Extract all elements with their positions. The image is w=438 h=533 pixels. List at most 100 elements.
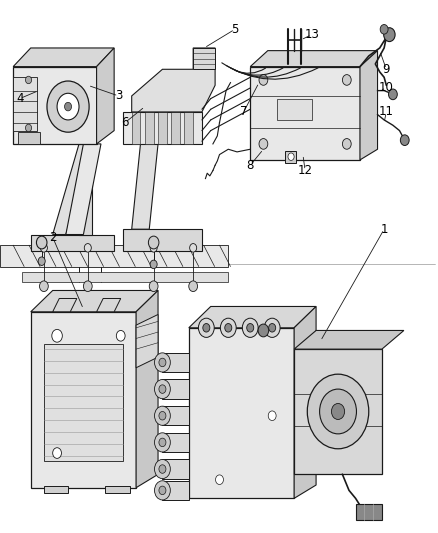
- Text: 2: 2: [49, 231, 57, 244]
- Circle shape: [215, 475, 223, 484]
- Text: 4: 4: [16, 92, 24, 105]
- Polygon shape: [53, 144, 92, 235]
- Circle shape: [154, 459, 170, 479]
- Circle shape: [287, 153, 293, 160]
- Circle shape: [246, 324, 253, 332]
- Bar: [285, 151, 296, 163]
- Circle shape: [150, 244, 157, 252]
- Circle shape: [159, 385, 166, 393]
- Circle shape: [83, 281, 92, 292]
- Circle shape: [25, 76, 32, 84]
- Text: 1: 1: [379, 223, 387, 236]
- Circle shape: [388, 89, 396, 100]
- Polygon shape: [188, 306, 315, 328]
- Polygon shape: [359, 51, 377, 160]
- Circle shape: [264, 318, 279, 337]
- Circle shape: [189, 244, 196, 252]
- Bar: [193, 48, 215, 69]
- Circle shape: [159, 438, 166, 447]
- Polygon shape: [13, 48, 114, 67]
- Polygon shape: [355, 504, 381, 520]
- Circle shape: [150, 260, 157, 269]
- Circle shape: [149, 281, 158, 292]
- Polygon shape: [162, 459, 188, 479]
- Polygon shape: [136, 290, 158, 488]
- Bar: [44, 344, 123, 461]
- Circle shape: [224, 324, 231, 332]
- Circle shape: [319, 389, 356, 434]
- Bar: [131, 112, 140, 144]
- Polygon shape: [44, 486, 68, 493]
- Text: 12: 12: [297, 164, 312, 177]
- Polygon shape: [136, 314, 158, 368]
- Circle shape: [202, 324, 209, 332]
- Circle shape: [64, 102, 71, 111]
- Polygon shape: [131, 48, 215, 112]
- Circle shape: [36, 236, 47, 249]
- Polygon shape: [162, 406, 188, 425]
- Text: 11: 11: [378, 106, 393, 118]
- Circle shape: [220, 318, 236, 337]
- Text: 9: 9: [381, 63, 389, 76]
- Text: 6: 6: [121, 116, 129, 129]
- Circle shape: [47, 81, 89, 132]
- Polygon shape: [162, 353, 188, 372]
- Circle shape: [159, 465, 166, 473]
- Circle shape: [242, 318, 258, 337]
- Bar: [158, 112, 166, 144]
- Text: 8: 8: [246, 159, 253, 172]
- Bar: [184, 112, 193, 144]
- Bar: [13, 77, 37, 131]
- Circle shape: [154, 433, 170, 452]
- Circle shape: [159, 486, 166, 495]
- Circle shape: [342, 139, 350, 149]
- Bar: [276, 99, 311, 120]
- Circle shape: [154, 353, 170, 372]
- Circle shape: [331, 403, 344, 419]
- Polygon shape: [105, 486, 129, 493]
- Circle shape: [268, 324, 275, 332]
- Polygon shape: [13, 67, 96, 144]
- Text: 7: 7: [239, 106, 247, 118]
- Circle shape: [258, 75, 267, 85]
- Circle shape: [52, 329, 62, 342]
- Circle shape: [38, 257, 45, 265]
- Bar: [145, 112, 153, 144]
- Text: 10: 10: [378, 82, 393, 94]
- Polygon shape: [0, 245, 228, 266]
- Polygon shape: [79, 144, 92, 235]
- Circle shape: [148, 236, 159, 249]
- Polygon shape: [22, 272, 228, 282]
- Bar: [18, 132, 39, 144]
- Polygon shape: [96, 298, 120, 312]
- Polygon shape: [131, 144, 158, 229]
- Circle shape: [258, 139, 267, 149]
- Polygon shape: [162, 433, 188, 452]
- Circle shape: [25, 124, 32, 132]
- Text: 13: 13: [304, 28, 318, 41]
- Circle shape: [159, 358, 166, 367]
- Circle shape: [268, 411, 276, 421]
- Polygon shape: [96, 48, 114, 144]
- Polygon shape: [293, 306, 315, 498]
- Circle shape: [198, 318, 214, 337]
- Polygon shape: [31, 290, 158, 312]
- Circle shape: [116, 330, 125, 341]
- Circle shape: [40, 244, 47, 252]
- Polygon shape: [31, 235, 114, 251]
- Circle shape: [188, 281, 197, 292]
- Polygon shape: [250, 67, 359, 160]
- Circle shape: [307, 374, 368, 449]
- Polygon shape: [162, 379, 188, 399]
- Polygon shape: [123, 112, 201, 144]
- Circle shape: [383, 28, 394, 42]
- Bar: [171, 112, 180, 144]
- Circle shape: [39, 281, 48, 292]
- Circle shape: [379, 25, 387, 34]
- Text: 5: 5: [231, 23, 238, 36]
- Circle shape: [57, 93, 79, 120]
- Circle shape: [154, 379, 170, 399]
- Polygon shape: [293, 349, 381, 474]
- Circle shape: [154, 481, 170, 500]
- Circle shape: [342, 75, 350, 85]
